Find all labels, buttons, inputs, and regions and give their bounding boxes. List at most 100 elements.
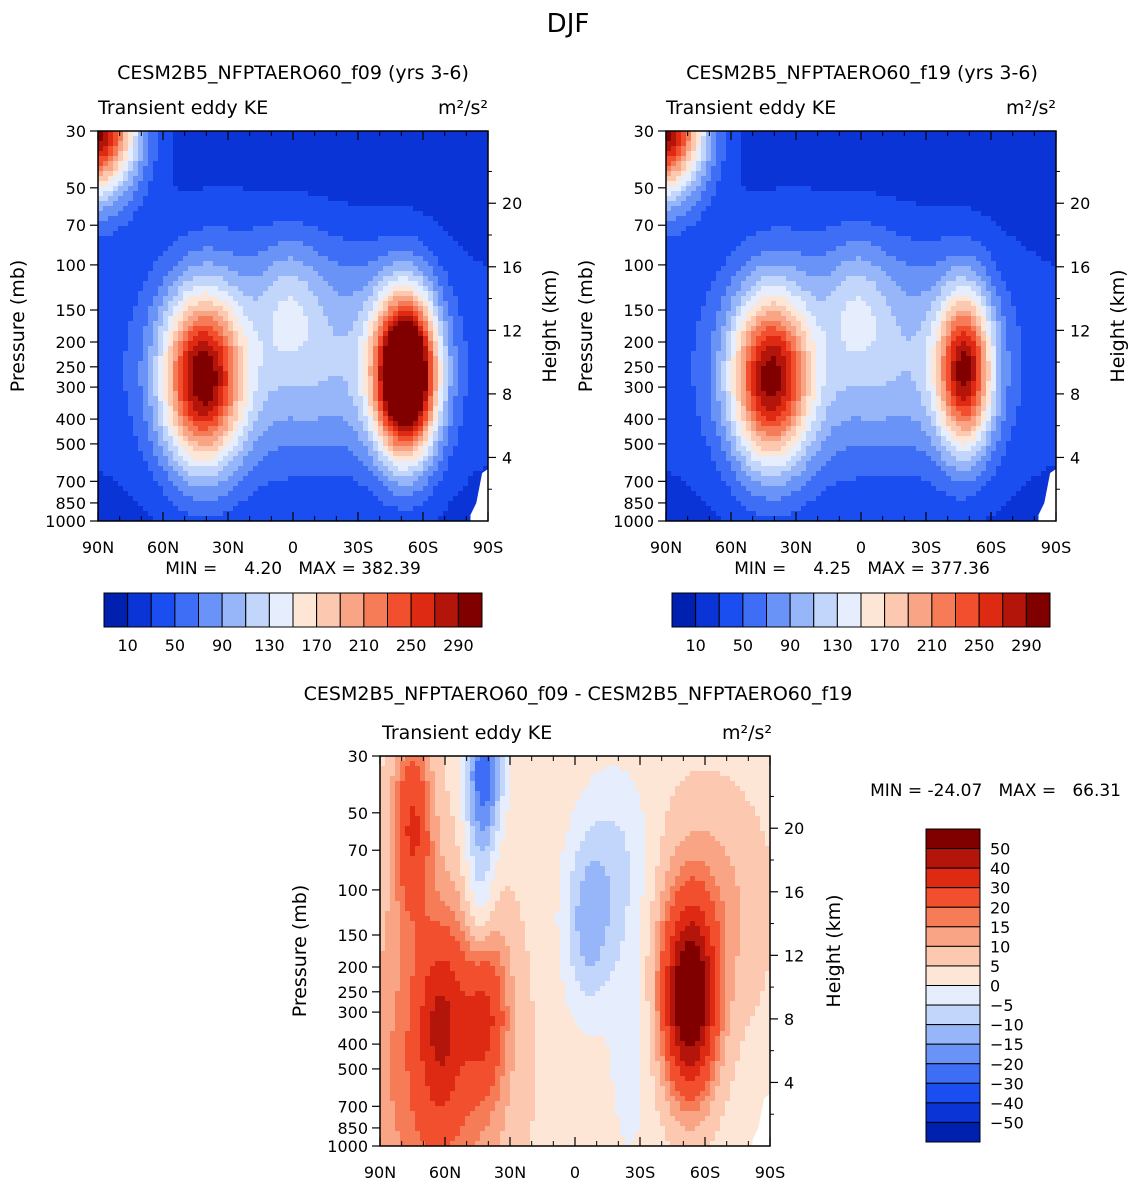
contour-cell: [403, 286, 409, 292]
contour-cell: [478, 171, 484, 177]
contour-cell: [303, 241, 309, 247]
contour-cell: [443, 371, 449, 377]
contour-cell: [133, 136, 139, 142]
contour-cell: [253, 291, 259, 297]
contour-cell: [448, 336, 454, 342]
contour-cell: [193, 436, 199, 442]
contour-cell: [223, 166, 229, 172]
contour-cell: [413, 206, 419, 212]
contour-cell: [428, 446, 434, 452]
contour-cell: [313, 446, 319, 452]
contour-cell: [113, 231, 119, 237]
contour-cell: [108, 376, 114, 382]
contour-cell: [373, 356, 379, 362]
contour-cell: [108, 361, 114, 367]
contour-cell: [218, 161, 224, 167]
contour-cell: [328, 406, 334, 412]
contour-cell: [273, 391, 279, 397]
contour-cell: [203, 391, 209, 397]
contour-cell: [293, 351, 299, 357]
contour-cell: [418, 406, 424, 412]
contour-cell: [143, 301, 149, 307]
contour-cell: [448, 271, 454, 277]
contour-cell: [378, 371, 384, 377]
contour-cell: [173, 276, 179, 282]
contour-cell: [148, 326, 154, 332]
contour-cell: [183, 286, 189, 292]
contour-cell: [428, 266, 434, 272]
contour-cell: [433, 286, 439, 292]
contour-cell: [458, 446, 464, 452]
contour-cell: [228, 356, 234, 362]
contour-cell: [323, 291, 329, 297]
contour-cell: [228, 176, 234, 182]
contour-cell: [333, 386, 339, 392]
contour-cell: [348, 286, 354, 292]
contour-cell: [308, 186, 314, 192]
contour-cell: [293, 371, 299, 377]
contour-cell: [148, 221, 154, 227]
contour-cell: [188, 386, 194, 392]
contour-cell: [123, 176, 129, 182]
contour-cell: [98, 156, 104, 162]
contour-cell: [423, 386, 429, 392]
contour-cell: [293, 341, 299, 347]
contour-cell: [258, 356, 264, 362]
contour-cell: [258, 306, 264, 312]
contour-cell: [183, 231, 189, 237]
contour-cell: [108, 226, 114, 232]
contour-cell: [193, 171, 199, 177]
contour-cell: [233, 256, 239, 262]
contour-cell: [403, 421, 409, 427]
contour-cell: [158, 221, 164, 227]
contour-cell: [258, 406, 264, 412]
contour-cell: [183, 391, 189, 397]
contour-cell: [318, 231, 324, 237]
contour-cell: [248, 436, 254, 442]
contour-cell: [288, 151, 294, 157]
contour-cell: [313, 296, 319, 302]
contour-cell: [128, 321, 134, 327]
contour-cell: [248, 231, 254, 237]
contour-cell: [173, 356, 179, 362]
contour-cell: [403, 261, 409, 267]
contour-cell: [358, 336, 364, 342]
contour-cell: [428, 296, 434, 302]
contour-cell: [358, 436, 364, 442]
contour-cell: [198, 181, 204, 187]
contour-cell: [363, 156, 369, 162]
contour-cell: [283, 406, 289, 412]
contour-cell: [223, 181, 229, 187]
contour-cell: [118, 341, 124, 347]
contour-cell: [358, 176, 364, 182]
contour-cell: [178, 321, 184, 327]
contour-cell: [313, 346, 319, 352]
contour-cell: [298, 131, 304, 137]
contour-cell: [468, 446, 474, 452]
contour-cell: [213, 371, 219, 377]
contour-cell: [213, 231, 219, 237]
contour-cell: [213, 221, 219, 227]
contour-cell: [228, 386, 234, 392]
contour-cell: [408, 241, 414, 247]
contour-cell: [263, 161, 269, 167]
contour-cell: [418, 311, 424, 317]
contour-cell: [253, 246, 259, 252]
contour-cell: [243, 151, 249, 157]
contour-cell: [343, 216, 349, 222]
contour-cell: [258, 251, 264, 257]
contour-cell: [288, 141, 294, 147]
contour-cell: [108, 416, 114, 422]
contour-cell: [283, 396, 289, 402]
contour-cell: [188, 266, 194, 272]
contour-cell: [288, 421, 294, 427]
contour-cell: [113, 331, 119, 337]
contour-cell: [273, 296, 279, 302]
contour-cell: [203, 436, 209, 442]
contour-cell: [263, 141, 269, 147]
contour-cell: [433, 136, 439, 142]
contour-cell: [413, 186, 419, 192]
contour-cell: [248, 336, 254, 342]
contour-cell: [153, 406, 159, 412]
contour-cell: [363, 321, 369, 327]
